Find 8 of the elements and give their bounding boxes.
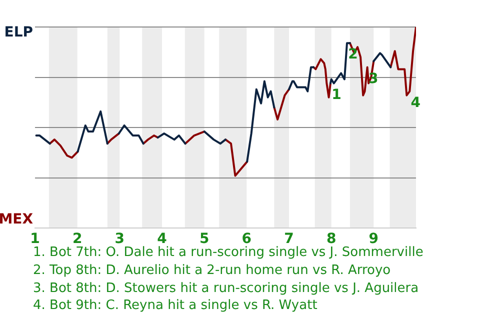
annotation: 4 [410, 94, 421, 111]
annotation: 1 [332, 86, 342, 103]
text: MEX [0, 212, 34, 228]
text: ELP [4, 24, 33, 41]
annotation: 2 [348, 46, 358, 63]
text: 3. Bot 8th: D. Stowers hit a run-scoring single vs J. Aguilera [33, 280, 420, 298]
text: 2. Top 8th: D. Aurelio hit a 2-run home run vs R. Arroyo [33, 262, 392, 280]
text: 4. Bot 9th: C. Reyna hit a single vs R. Wyatt [33, 297, 318, 316]
